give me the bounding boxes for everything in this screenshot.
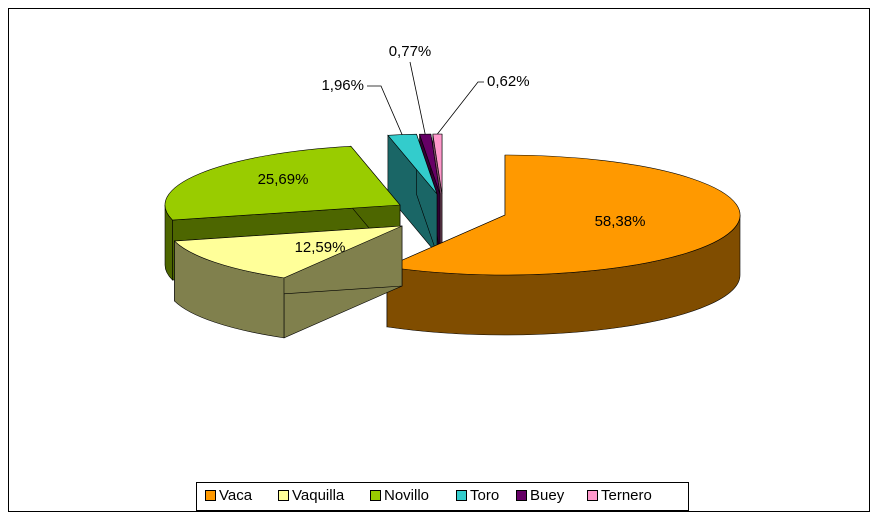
slice (419, 133, 441, 195)
slice (432, 133, 443, 195)
leader-line (409, 61, 426, 135)
legend-label: Vaca (219, 487, 253, 504)
legend-label: Novillo (384, 487, 429, 504)
legend-swatch (516, 490, 527, 501)
legend-swatch (278, 490, 289, 501)
leader-line (437, 81, 484, 135)
slice (164, 146, 401, 221)
legend-label: Ternero (601, 487, 652, 504)
legend-swatch (370, 490, 381, 501)
legend-swatch (205, 490, 216, 501)
legend: Vaca Vaquilla Novillo Toro Buey Ternero (196, 482, 689, 511)
legend-swatch (587, 490, 598, 501)
data-label: 1,96% (321, 77, 364, 94)
slice (385, 154, 741, 276)
pie: 58,38% 12,59% 25,69% 1,96% 0,77% 0,62% (164, 43, 741, 339)
data-label: 0,77% (389, 43, 432, 60)
data-label: 0,62% (487, 73, 530, 90)
legend-label: Buey (530, 487, 565, 504)
data-label: 58,38% (595, 213, 646, 230)
slice (173, 225, 403, 279)
legend-label: Vaquilla (292, 487, 345, 504)
legend-swatch (456, 490, 467, 501)
legend-label: Toro (470, 487, 499, 504)
slice (387, 133, 438, 195)
data-label: 25,69% (258, 171, 309, 188)
data-label: 12,59% (295, 239, 346, 256)
leader-line (367, 85, 403, 135)
